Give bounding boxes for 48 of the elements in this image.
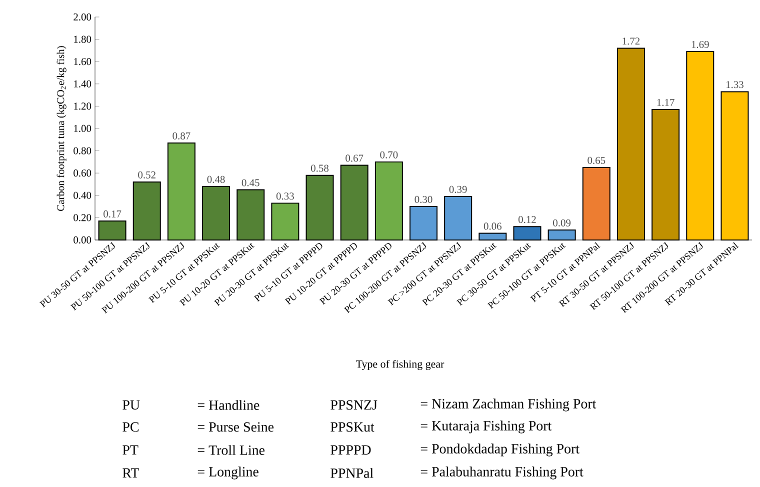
y-axis-title: Carbon footprint tuna (kgCO$_{2}$e/kg fish) [56,46,66,211]
text: PPPPD [330,445,371,455]
data-label: 0.65 [588,156,606,164]
y-tick-label: 1.20 [74,102,92,110]
data-label: 1.33 [726,81,744,88]
y-tick-label: 0.60 [74,170,92,177]
text: RT [122,468,139,478]
data-label: 0.17 [104,210,122,218]
y-tick-label: 0.80 [74,147,92,154]
data-label: 0.58 [311,164,329,172]
text: = Nizam Zachman Fishing Port [420,398,596,412]
y-tick-label: 1.00 [74,124,92,132]
data-label: 0.45 [242,179,260,186]
text: = Palabuhanratu Fishing Port [420,466,584,480]
y-tick-label: 0.00 [74,236,92,244]
data-label: 0.70 [380,151,398,158]
text: = Pondokdadap Fishing Port [420,444,580,456]
text: PU [122,400,140,410]
data-label: 0.52 [138,171,156,178]
data-label: 0.87 [172,132,190,140]
y-tick-label: 1.40 [74,80,92,88]
data-label: 0.12 [518,216,536,224]
data-label: 0.30 [414,196,432,204]
text: PPSKut [330,422,374,432]
data-label: 1.72 [622,38,640,45]
text: PPSNZJ [330,400,378,410]
data-label: 1.17 [657,98,674,106]
text: = Purse Seine [198,422,274,432]
text: PC [122,422,138,432]
text: = Kutaraja Fishing Port [420,420,552,434]
y-tick-label: 1.60 [74,58,92,66]
data-label: 0.33 [276,192,294,200]
x-axis-title: Type of fishing gear [356,360,444,370]
text: PT [122,445,138,455]
data-label: 0.39 [449,186,467,193]
y-tick-label: 1.80 [74,36,92,43]
y-tick-label: 2.00 [74,13,92,21]
data-label: 0.48 [207,176,225,183]
data-label: 1.69 [692,40,709,48]
text: = Longline [198,466,258,480]
data-label: 0.09 [553,219,571,226]
data-label: 0.06 [484,222,502,230]
text: = Troll Line [198,445,265,455]
y-tick-label: 0.40 [74,192,92,199]
y-tick-label: 0.20 [74,214,92,222]
data-label: 0.67 [346,154,364,162]
text: = Handline [198,400,260,410]
text: PPNPal [330,468,374,478]
